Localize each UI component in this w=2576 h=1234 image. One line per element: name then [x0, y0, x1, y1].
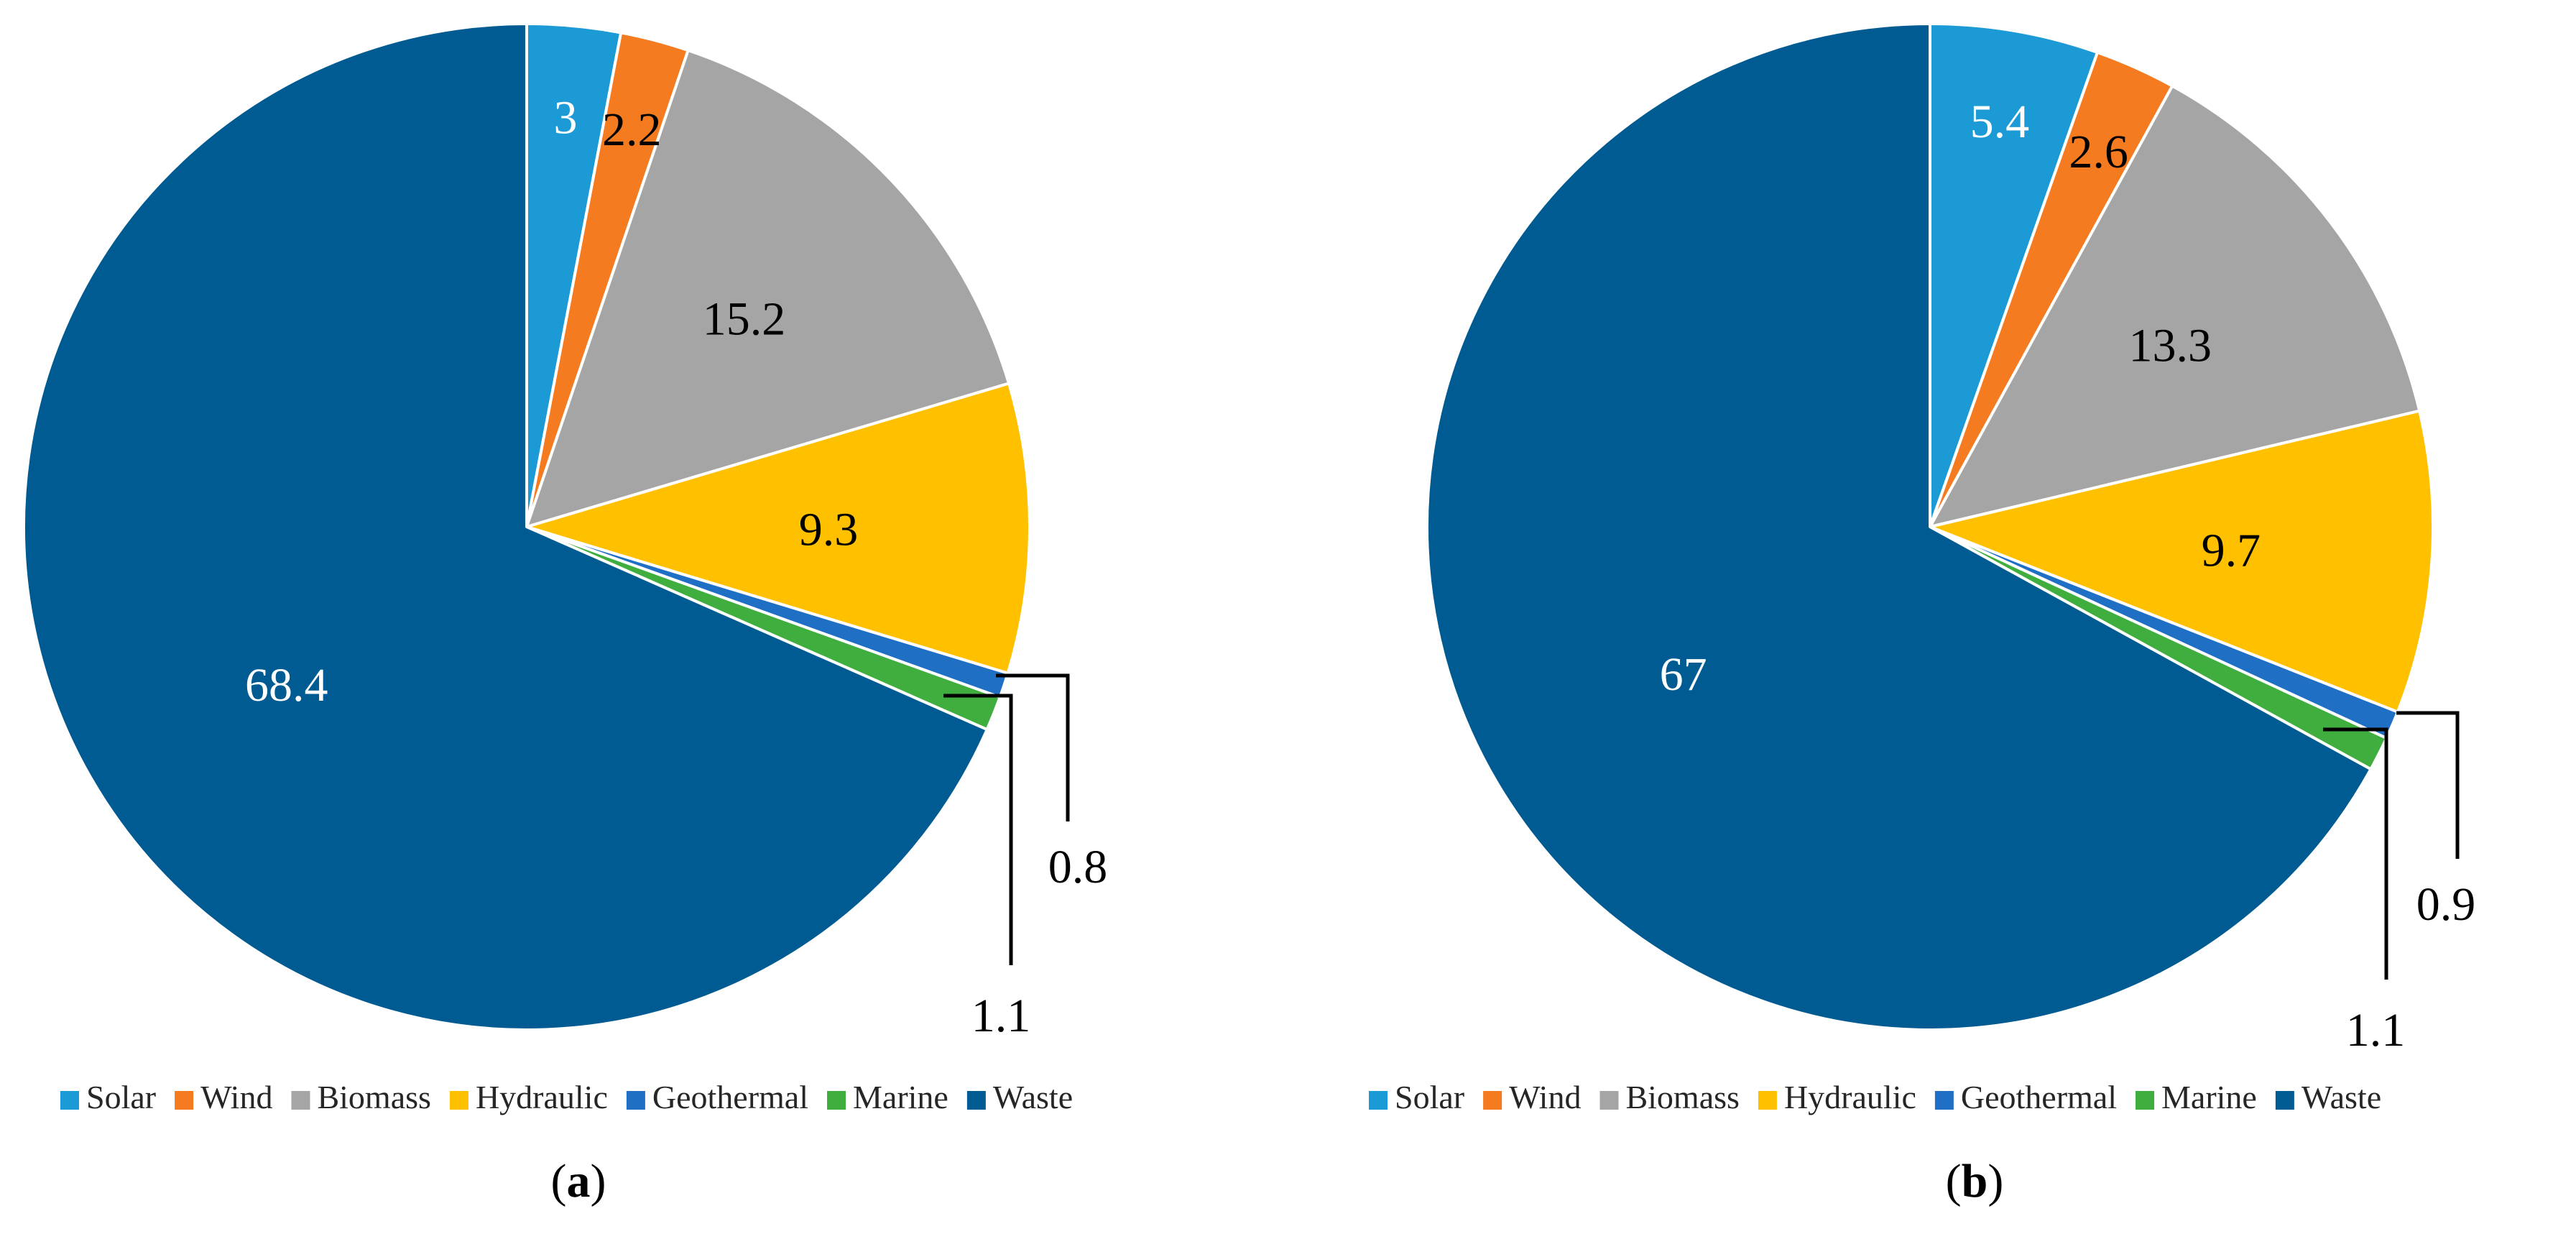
legend-label-biomass: Biomass [1625, 1079, 1739, 1115]
data-label-waste: 67 [1660, 648, 1707, 701]
legend-label-geothermal: Geothermal [1961, 1079, 2117, 1115]
legend-swatch-waste [2275, 1091, 2294, 1110]
data-label-marine: 1.1 [971, 990, 1031, 1042]
slice-solar [1929, 22, 2099, 528]
legend-label-geothermal: Geothermal [652, 1079, 808, 1115]
legend-label-hydraulic: Hydraulic [1784, 1079, 1916, 1115]
data-label-solar: 3 [554, 92, 578, 144]
legend-label-waste: Waste [993, 1079, 1073, 1115]
legend-swatch-biomass [291, 1091, 310, 1110]
slice-hydraulic [525, 382, 1031, 675]
slice-waste [1425, 22, 2373, 1031]
panel-label: (b) [1946, 1155, 2004, 1207]
slice-biomass [525, 49, 1010, 528]
data-label-solar: 5.4 [1970, 96, 2030, 148]
leader-line-marine [943, 694, 1013, 965]
legend-swatch-solar [60, 1091, 79, 1110]
legend-label-waste: Waste [2302, 1079, 2381, 1115]
data-label-geothermal: 0.8 [1048, 841, 1108, 893]
legend-label-solar: Solar [1395, 1079, 1464, 1115]
legend-swatch-solar [1369, 1091, 1388, 1110]
legend-swatch-marine [827, 1091, 846, 1110]
data-label-wind: 2.2 [602, 103, 662, 156]
legend-swatch-hydraulic [449, 1091, 468, 1110]
legend-label-hydraulic: Hydraulic [476, 1079, 608, 1115]
legend-swatch-waste [966, 1091, 986, 1110]
legend-swatch-marine [2136, 1091, 2155, 1110]
leader-line-geothermal [996, 673, 1070, 821]
data-label-waste: 68.4 [245, 659, 328, 712]
legend-swatch-geothermal [1934, 1091, 1954, 1110]
legend-label-solar: Solar [86, 1079, 156, 1115]
data-label-wind: 2.6 [2069, 126, 2128, 178]
data-label-biomass: 13.3 [2129, 320, 2212, 372]
slice-hydraulic [1929, 409, 2434, 714]
data-label-marine: 1.1 [2346, 1004, 2406, 1056]
legend-label-marine: Marine [2161, 1079, 2257, 1115]
legend-swatch-wind [1483, 1091, 1502, 1110]
data-label-hydraulic: 9.3 [799, 503, 859, 556]
legend-label-wind: Wind [1509, 1079, 1581, 1115]
data-label-biomass: 15.2 [703, 293, 786, 346]
legend-label-wind: Wind [200, 1079, 272, 1115]
data-label-geothermal: 0.9 [2416, 878, 2476, 931]
slice-waste [22, 22, 989, 1031]
legend-swatch-wind [175, 1091, 194, 1110]
slice-biomass [1929, 84, 2422, 528]
data-label-hydraulic: 9.7 [2202, 524, 2261, 576]
legend: Solar Wind Biomass Hydraulic Geothermal Marin… [1369, 1079, 2381, 1115]
pie-chart-b: 5.4 2.6 13.3 9.7 0.9 1.1 67 Solar Wind Biomass Hyd… [1369, 22, 2476, 1207]
legend: Solar Wind Biomass Hydraulic Geothermal Marin… [60, 1079, 1073, 1115]
legend-label-biomass: Biomass [317, 1079, 430, 1115]
pie-chart-a: 3 2.2 15.2 9.3 0.8 1.1 68.4 Solar Wind Biomass Hyd… [22, 22, 1108, 1207]
legend-swatch-geothermal [626, 1091, 645, 1110]
leader-line-geothermal [2396, 711, 2460, 859]
legend-swatch-hydraulic [1758, 1091, 1777, 1110]
panel-label: (a) [551, 1155, 606, 1207]
leader-line-marine [2323, 727, 2388, 980]
legend-swatch-biomass [1599, 1091, 1619, 1110]
legend-label-marine: Marine [853, 1079, 948, 1115]
